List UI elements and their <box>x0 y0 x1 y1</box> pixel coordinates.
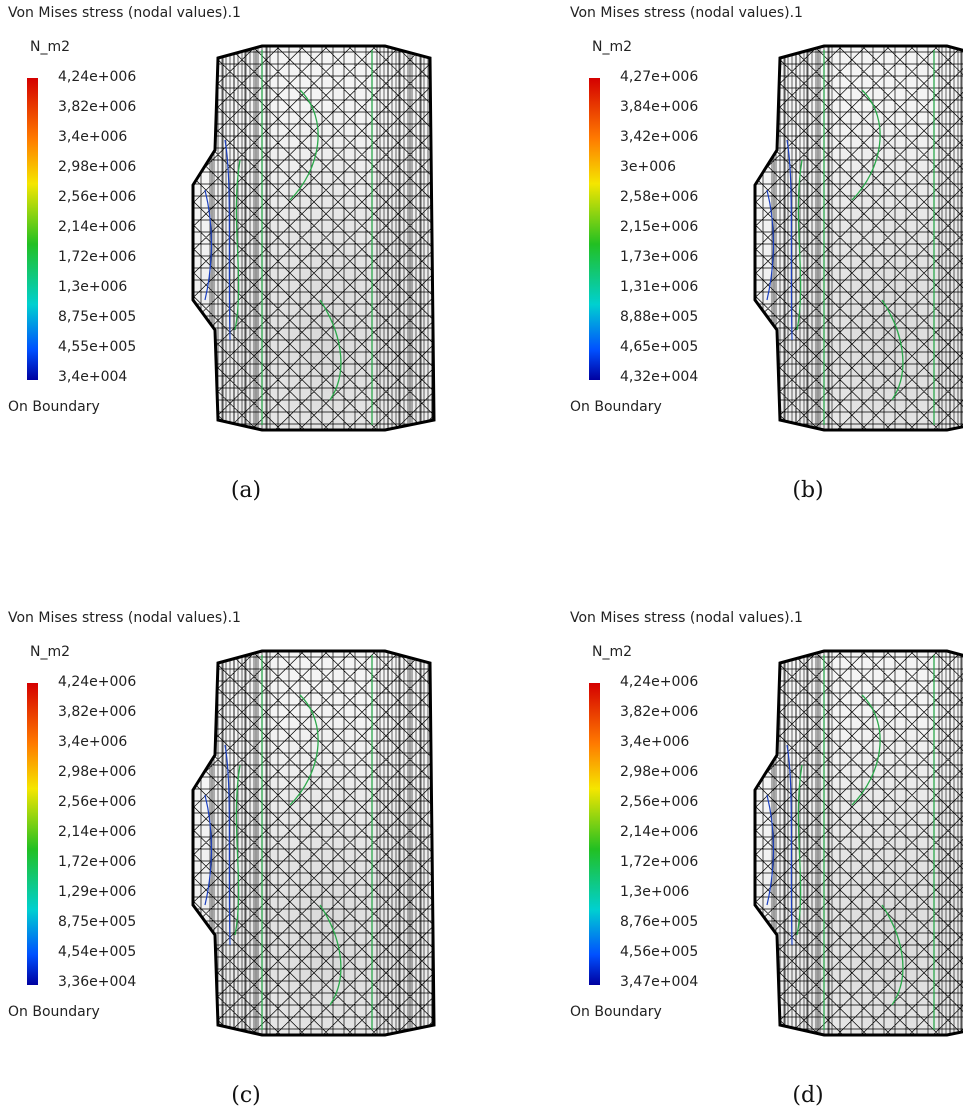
legend-label: 8,75e+005 <box>58 309 136 325</box>
legend-unit: N_m2 <box>592 39 632 55</box>
legend-label: 2,56e+006 <box>58 189 136 205</box>
legend-label: 3,4e+004 <box>58 369 127 385</box>
legend-label: 4,24e+006 <box>58 674 136 690</box>
legend-unit: N_m2 <box>30 644 70 660</box>
color-bar <box>589 683 600 985</box>
legend-label: 2,14e+006 <box>58 219 136 235</box>
legend-label: 4,24e+006 <box>58 69 136 85</box>
legend-label: 4,56e+005 <box>620 944 698 960</box>
legend-label: 3,42e+006 <box>620 129 698 145</box>
caption: (b) <box>792 478 823 503</box>
legend-label: 3,47e+004 <box>620 974 698 990</box>
legend-label: 4,54e+005 <box>58 944 136 960</box>
legend-label: 1,3e+006 <box>620 884 689 900</box>
legend-label: 4,55e+005 <box>58 339 136 355</box>
legend-unit: N_m2 <box>592 644 632 660</box>
boundary-note: On Boundary <box>570 1004 662 1020</box>
panel: Von Mises stress (nodal values).1 N_m2 4,2… <box>352 610 963 1108</box>
legend-label: 3,82e+006 <box>58 99 136 115</box>
legend-label: 2,98e+006 <box>58 159 136 175</box>
legend-label: 1,29e+006 <box>58 884 136 900</box>
legend-label: 3e+006 <box>620 159 676 175</box>
legend-title: Von Mises stress (nodal values).1 <box>570 5 803 21</box>
legend-label: 2,14e+006 <box>620 824 698 840</box>
panel: Von Mises stress (nodal values).1 N_m2 4,2… <box>352 5 963 503</box>
legend-label: 3,4e+006 <box>58 734 127 750</box>
legend-label: 3,84e+006 <box>620 99 698 115</box>
legend-label: 3,36e+004 <box>58 974 136 990</box>
caption: (c) <box>231 1083 261 1108</box>
legend-label: 1,72e+006 <box>620 854 698 870</box>
legend-label: 1,31e+006 <box>620 279 698 295</box>
boundary-note: On Boundary <box>8 1004 100 1020</box>
legend-label: 3,82e+006 <box>58 704 136 720</box>
legend-label: 3,4e+006 <box>58 129 127 145</box>
legend-unit: N_m2 <box>30 39 70 55</box>
legend-label: 4,32e+004 <box>620 369 698 385</box>
legend-label: 4,24e+006 <box>620 674 698 690</box>
legend-label: 2,14e+006 <box>58 824 136 840</box>
color-bar <box>589 78 600 380</box>
panel: Von Mises stress (nodal values).1 N_m2 4,2… <box>0 610 886 1108</box>
caption: (a) <box>231 478 261 503</box>
legend-label: 8,76e+005 <box>620 914 698 930</box>
legend-label: 1,3e+006 <box>58 279 127 295</box>
legend-label: 4,65e+005 <box>620 339 698 355</box>
legend-label: 2,58e+006 <box>620 189 698 205</box>
page: Von Mises stress (nodal values).1 N_m2 4,2… <box>0 0 963 1119</box>
legend-label: 1,72e+006 <box>58 249 136 265</box>
color-bar <box>27 683 38 985</box>
legend-label: 2,98e+006 <box>620 764 698 780</box>
legend-title: Von Mises stress (nodal values).1 <box>570 610 803 626</box>
panel: Von Mises stress (nodal values).1 N_m2 4,2… <box>0 5 886 503</box>
legend-title: Von Mises stress (nodal values).1 <box>8 610 241 626</box>
legend-label: 8,75e+005 <box>58 914 136 930</box>
legend-label: 2,56e+006 <box>620 794 698 810</box>
color-bar <box>27 78 38 380</box>
legend-label: 2,98e+006 <box>58 764 136 780</box>
legend-label: 2,56e+006 <box>58 794 136 810</box>
legend-label: 8,88e+005 <box>620 309 698 325</box>
figure: Von Mises stress (nodal values).1 N_m2 4,2… <box>0 0 963 1119</box>
legend-label: 1,72e+006 <box>58 854 136 870</box>
boundary-note: On Boundary <box>8 399 100 415</box>
legend-label: 2,15e+006 <box>620 219 698 235</box>
caption: (d) <box>792 1083 823 1108</box>
legend-label: 4,27e+006 <box>620 69 698 85</box>
legend-title: Von Mises stress (nodal values).1 <box>8 5 241 21</box>
legend-label: 3,82e+006 <box>620 704 698 720</box>
legend-label: 3,4e+006 <box>620 734 689 750</box>
legend-label: 1,73e+006 <box>620 249 698 265</box>
boundary-note: On Boundary <box>570 399 662 415</box>
